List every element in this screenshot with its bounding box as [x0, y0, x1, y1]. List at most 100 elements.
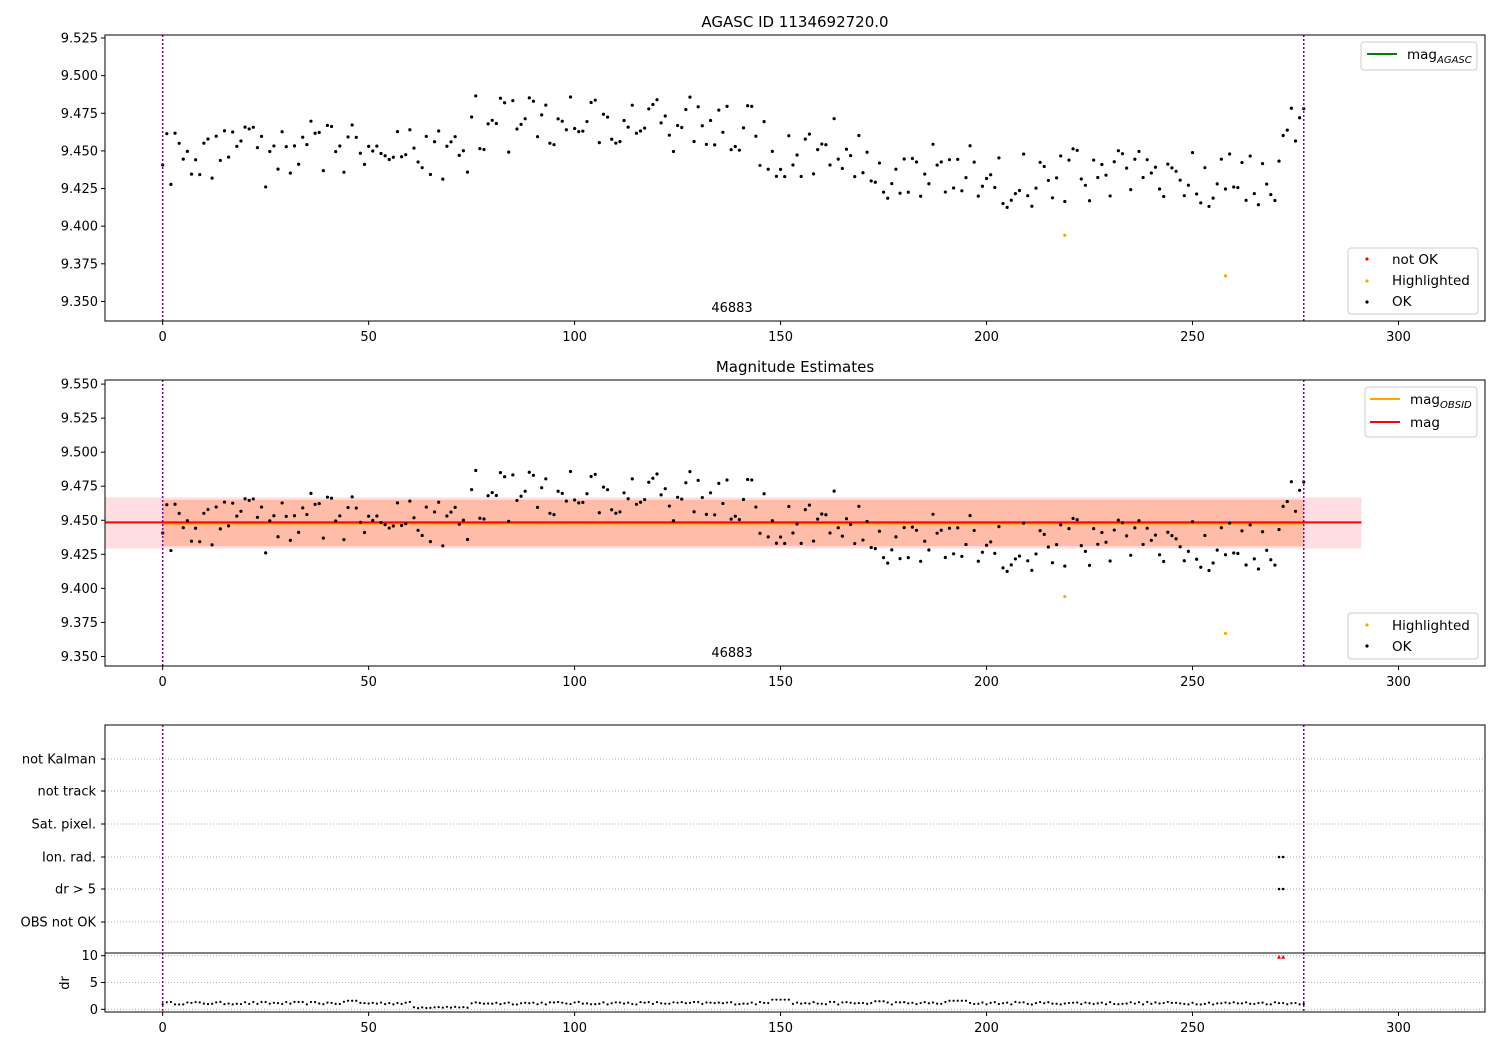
ok-point — [1162, 559, 1166, 564]
dr-point — [1088, 1002, 1091, 1005]
ok-point — [383, 523, 387, 527]
plot-frame — [104, 34, 1486, 322]
ok-point — [1026, 194, 1030, 198]
ok-point — [799, 174, 803, 179]
ok-point — [210, 543, 214, 547]
dr-point — [750, 1001, 753, 1004]
dr-point — [491, 1002, 494, 1005]
dr-point — [1141, 1003, 1145, 1006]
ok-point — [626, 125, 630, 129]
ok-point — [375, 514, 379, 518]
ok-point — [1129, 188, 1133, 192]
ok-point — [849, 153, 853, 158]
dr-point — [1253, 1002, 1256, 1006]
dr-point — [190, 1001, 193, 1005]
dr-point — [231, 1003, 234, 1006]
ok-point — [416, 160, 420, 164]
ok-point — [350, 495, 354, 499]
ok-point — [544, 103, 548, 107]
legend-box — [1347, 612, 1479, 660]
dr-point — [1129, 1001, 1132, 1004]
ok-point — [980, 550, 985, 554]
ok-point — [404, 153, 408, 157]
ok-point — [486, 122, 490, 126]
ok-point — [1302, 480, 1306, 484]
y-tick-label: 9.425 — [61, 182, 98, 197]
dr-point — [952, 999, 955, 1002]
legend-top: magAGASC — [1360, 41, 1478, 71]
ok-point — [560, 119, 564, 123]
ok-point — [960, 189, 964, 193]
ok-point — [853, 541, 857, 546]
dr-point — [1055, 1002, 1058, 1005]
dr-point — [717, 1001, 720, 1004]
ok-point — [169, 548, 173, 553]
ok-point — [1059, 154, 1063, 158]
ok-point — [910, 156, 915, 161]
ok-point — [1207, 204, 1211, 209]
ok-point — [399, 155, 404, 159]
y-tick-label: 9.350 — [61, 295, 98, 310]
dr-point — [1273, 1001, 1277, 1004]
dr-point — [614, 1001, 617, 1004]
ok-point — [1252, 557, 1256, 561]
ok-point — [643, 126, 647, 130]
dr-point — [730, 1001, 733, 1004]
dr-point — [268, 1002, 271, 1005]
dr-point — [878, 1000, 881, 1003]
dr-point — [359, 1001, 362, 1004]
ok-point — [721, 501, 725, 506]
ok-point — [453, 505, 457, 510]
dr-point — [635, 1003, 638, 1006]
x-tick-label: 0 — [159, 675, 167, 690]
ok-point — [663, 487, 667, 491]
ok-point — [280, 130, 284, 134]
ok-point — [437, 500, 441, 504]
ok-point — [297, 530, 301, 534]
ok-point — [346, 135, 350, 139]
dr-point — [1207, 1001, 1211, 1004]
ok-point — [622, 491, 626, 495]
ok-point — [1104, 173, 1108, 177]
ok-point — [1248, 523, 1252, 527]
ok-point — [367, 144, 371, 149]
dr-point — [890, 1003, 893, 1006]
ok-point — [1137, 519, 1141, 523]
ok-point — [1001, 201, 1005, 206]
ok-point — [758, 531, 762, 536]
x-tick-label: 200 — [974, 330, 999, 345]
dr-point — [1059, 1003, 1062, 1006]
ok-point — [968, 144, 972, 148]
ok-point — [610, 137, 614, 141]
ok-point — [684, 107, 688, 112]
ok-point — [313, 131, 317, 135]
dr-point — [680, 1001, 683, 1004]
ok-point — [671, 519, 676, 523]
dr-point — [676, 1001, 679, 1004]
dr-point — [408, 1000, 411, 1004]
ok-point — [688, 95, 692, 99]
ok-point — [251, 497, 255, 501]
legend-dot — [1365, 279, 1369, 283]
dr-point — [326, 1001, 329, 1004]
ok-point — [1219, 157, 1223, 161]
dr-point — [898, 1001, 902, 1004]
ok-point — [1199, 565, 1203, 569]
x-tick-label: 100 — [562, 675, 587, 690]
dr-point — [791, 1002, 795, 1005]
dr-point — [1018, 1001, 1021, 1004]
dr-point — [1290, 1002, 1293, 1005]
ok-point — [210, 176, 214, 180]
ok-point — [968, 514, 972, 518]
ok-point — [412, 146, 416, 150]
ok-point — [1120, 152, 1125, 156]
ok-point — [1038, 160, 1042, 164]
dr-point — [631, 1002, 634, 1006]
ok-point — [923, 172, 927, 176]
ok-point — [1244, 198, 1248, 202]
ok-point — [1083, 549, 1088, 554]
dr-point — [870, 1001, 873, 1005]
ok-point — [1092, 526, 1096, 531]
ok-point — [1248, 154, 1252, 158]
ok-point — [935, 163, 939, 167]
